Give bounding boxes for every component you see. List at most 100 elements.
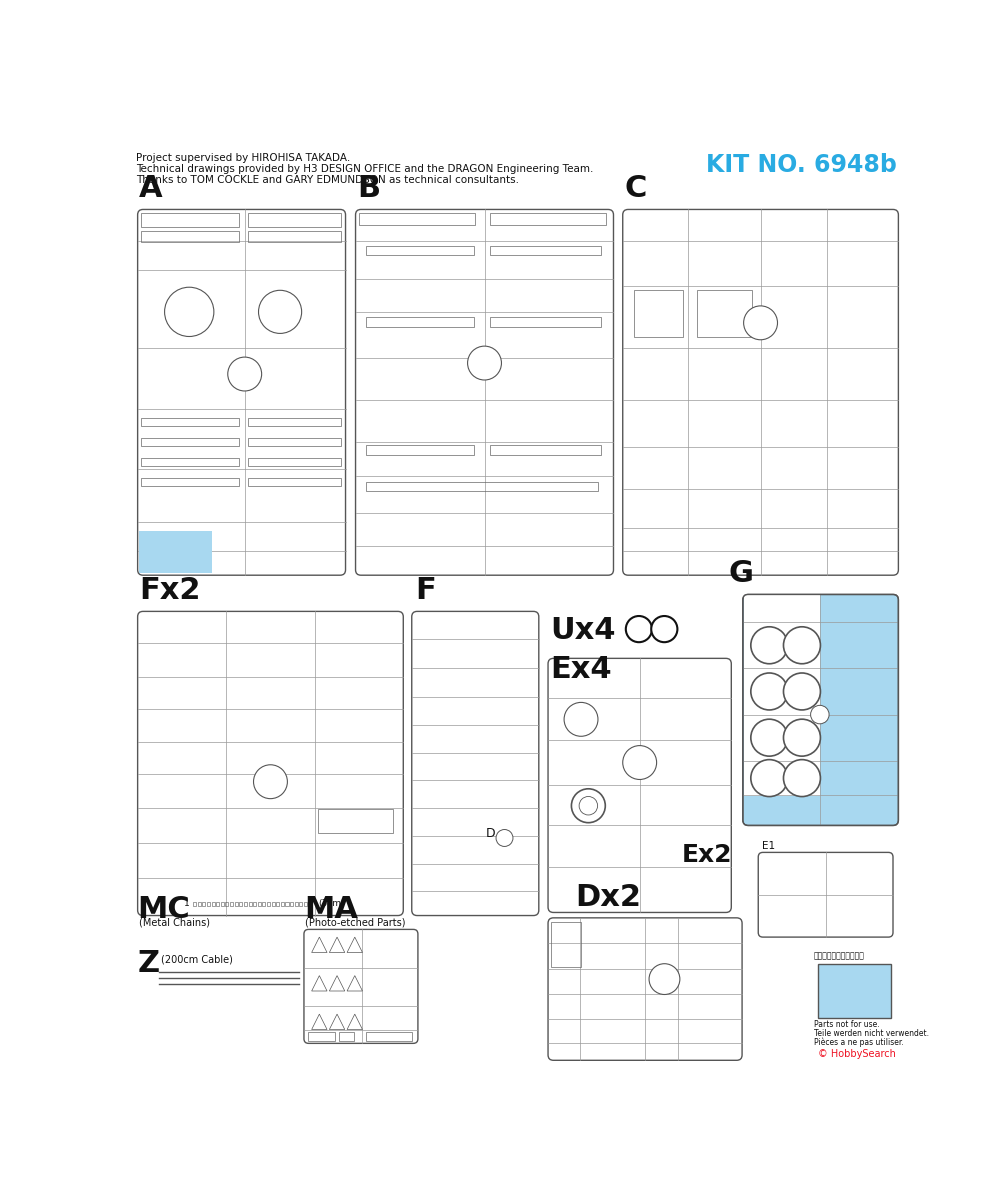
Text: MA: MA [304,895,357,924]
Bar [743,595,820,796]
Bar [304,901,307,906]
Circle shape [751,626,787,664]
FancyBboxPatch shape [138,210,345,575]
Bar [211,901,214,906]
Text: F: F [416,576,436,605]
Bar [141,438,240,445]
Bar [248,458,341,466]
Bar [248,418,341,426]
Bar [141,479,240,486]
FancyBboxPatch shape [548,918,742,1061]
Bar [253,901,256,906]
Text: Ux4: Ux4 [551,616,616,646]
Bar [281,901,284,906]
Bar [308,1032,334,1042]
Circle shape [751,673,787,710]
Bar [366,246,474,256]
Text: Ex4: Ex4 [551,654,612,684]
Bar [295,901,298,906]
Text: © HobbySearch: © HobbySearch [819,1049,896,1058]
Bar [202,901,205,906]
Text: B: B [357,174,381,203]
Text: Parts not for use.: Parts not for use. [814,1020,879,1030]
Circle shape [783,719,821,756]
Circle shape [783,626,821,664]
Bar [197,901,200,906]
Bar [263,901,266,906]
Text: A: A [139,174,163,203]
FancyBboxPatch shape [622,210,898,575]
Bar [217,901,220,906]
Bar [248,232,341,241]
Circle shape [467,346,501,380]
Circle shape [496,829,513,846]
Bar [818,964,891,1018]
Text: KIT NO. 6948b: KIT NO. 6948b [706,154,897,178]
Bar [248,214,341,227]
Text: Dx2: Dx2 [575,883,641,912]
Bar [290,901,293,906]
Bar [141,458,240,466]
FancyBboxPatch shape [743,594,898,826]
Bar [697,290,752,337]
Bar [489,317,600,326]
Bar [489,246,600,256]
Bar [141,418,240,426]
Bar [489,214,606,224]
FancyBboxPatch shape [138,611,403,916]
Circle shape [751,760,787,797]
FancyBboxPatch shape [304,929,418,1043]
Bar [240,901,243,906]
Bar [338,1032,354,1042]
Bar [551,922,581,967]
Bar [267,901,270,906]
Text: Project supervised by HIROHISA TAKADA.: Project supervised by HIROHISA TAKADA. [136,154,350,163]
Circle shape [783,673,821,710]
Bar [633,290,684,337]
Bar [258,901,261,906]
Bar [272,901,275,906]
Bar [249,901,252,906]
Text: (Photo-etched Parts): (Photo-etched Parts) [305,918,406,928]
Bar [206,901,210,906]
Bar [299,901,302,906]
Text: G: G [729,559,754,588]
Circle shape [259,290,302,334]
Bar [366,1032,412,1042]
Bar [489,445,600,455]
FancyBboxPatch shape [758,852,893,937]
Text: (3cm): (3cm) [318,900,345,908]
FancyBboxPatch shape [355,210,613,575]
Bar [193,901,196,906]
Text: この部品は使用しません: この部品は使用しません [814,952,865,960]
Text: Teile werden nicht verwendet.: Teile werden nicht verwendet. [814,1028,928,1038]
Bar [318,809,393,834]
FancyBboxPatch shape [412,611,539,916]
Circle shape [751,719,787,756]
Circle shape [743,306,777,340]
Bar [226,901,229,906]
Bar [285,901,289,906]
Circle shape [652,616,678,642]
Text: Fx2: Fx2 [139,576,200,605]
Circle shape [811,706,829,724]
Circle shape [579,797,597,815]
Bar [248,438,341,445]
Circle shape [571,788,605,823]
Text: Technical drawings provided by H3 DESIGN OFFICE and the DRAGON Engineering Team.: Technical drawings provided by H3 DESIGN… [136,164,593,174]
Circle shape [228,358,262,391]
Bar [221,901,224,906]
Text: Thanks to TOM COCKLE and GARY EDMUNDSON as technical consultants.: Thanks to TOM COCKLE and GARY EDMUNDSON … [136,175,519,185]
Bar [244,901,247,906]
Circle shape [254,764,287,799]
Bar [359,214,475,224]
Bar [235,901,238,906]
Text: (200cm Cable): (200cm Cable) [161,955,233,965]
Circle shape [164,287,213,336]
Text: C: C [624,174,646,203]
Bar [141,214,240,227]
Text: D: D [485,827,495,840]
Circle shape [564,702,598,737]
Text: MC: MC [138,895,190,924]
FancyBboxPatch shape [548,659,731,912]
